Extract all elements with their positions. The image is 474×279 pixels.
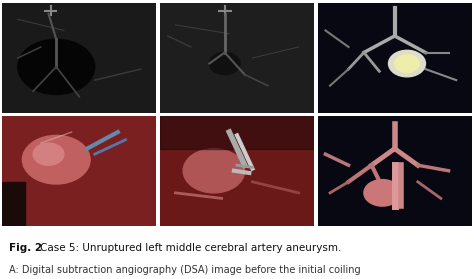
Bar: [2, 182, 26, 226]
Circle shape: [389, 50, 426, 77]
Circle shape: [22, 135, 90, 184]
Circle shape: [364, 180, 401, 206]
Bar: [160, 116, 314, 149]
Circle shape: [210, 52, 240, 74]
Circle shape: [395, 55, 419, 72]
Circle shape: [18, 39, 95, 95]
Text: Case 5: Unruptured left middle cerebral artery aneurysm.: Case 5: Unruptured left middle cerebral …: [40, 243, 342, 253]
Circle shape: [183, 149, 245, 193]
Text: A: Digital subtraction angiography (DSA) image before the initial coiling: A: Digital subtraction angiography (DSA)…: [9, 265, 361, 275]
Text: Fig. 2: Fig. 2: [9, 243, 43, 253]
Circle shape: [33, 143, 64, 165]
